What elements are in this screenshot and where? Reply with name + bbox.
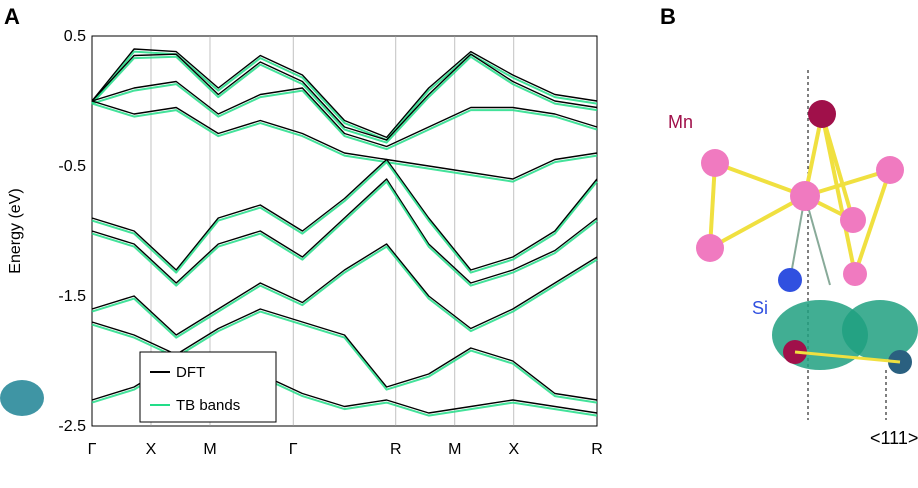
crystal-structure: Mn Si <111>: [0, 70, 918, 448]
dft-band-2: [91, 80, 598, 148]
bond: [708, 162, 717, 249]
bond: [714, 161, 806, 198]
x-tick-label: R: [390, 441, 402, 458]
x-tick-label: X: [146, 441, 157, 458]
si-atom: [696, 234, 724, 262]
tb-band-6: [91, 245, 598, 339]
bond: [709, 194, 806, 250]
tb-band-2: [91, 83, 598, 151]
band-structure-chart: 0.5 -0.5 -1.5 -2.5 Γ X M Γ R M X R Energy (eV) DFT…: [7, 28, 603, 458]
si-atom: [701, 149, 729, 177]
legend-box: [139, 351, 277, 423]
si-label: Si: [752, 298, 768, 318]
dft-band-1: [91, 53, 598, 141]
y-tick-label: -0.5: [58, 158, 86, 175]
panel-a-letter: A: [4, 4, 20, 29]
x-tick-label: R: [591, 441, 603, 458]
bond: [794, 350, 901, 364]
tb-band-4: [91, 161, 598, 274]
bond: [804, 195, 831, 286]
legend-label-dft: DFT: [176, 364, 205, 381]
tb-band-5: [91, 180, 598, 287]
si-atom: [876, 156, 904, 184]
x-tick-label: M: [448, 441, 461, 458]
orbital-lobe: [842, 300, 918, 360]
tb-band-3: [91, 102, 598, 183]
y-ticks: 0.5 -0.5 -1.5 -2.5: [58, 28, 86, 435]
dft-band-6: [91, 243, 598, 336]
x-tick-label: M: [203, 441, 216, 458]
x-tick-label: Γ: [289, 441, 298, 458]
direction-label: <111>: [870, 428, 918, 448]
x-tick-label: X: [508, 441, 519, 458]
si-atom: [790, 181, 820, 211]
orbital-lobe: [0, 380, 44, 416]
dft-band-4: [91, 158, 598, 271]
y-tick-label: -2.5: [58, 418, 86, 435]
panel-b-letter: B: [660, 4, 676, 29]
dft-band-5: [91, 178, 598, 284]
tb-band-1: [91, 55, 598, 144]
si-blue-atom: [778, 268, 802, 292]
bond: [820, 113, 857, 275]
si-atom: [840, 207, 866, 233]
legend: DFT TB bands: [139, 351, 277, 423]
dft-band-0: [91, 48, 598, 139]
legend-label-tb: TB bands: [176, 397, 240, 414]
x-tick-label: Γ: [88, 441, 97, 458]
y-tick-label: 0.5: [64, 28, 86, 45]
mn-atom: [808, 100, 836, 128]
y-tick-label: -1.5: [58, 288, 86, 305]
dft-band-3: [91, 100, 598, 180]
mn-label: Mn: [668, 112, 693, 132]
bond: [853, 169, 892, 275]
y-axis-label: Energy (eV): [7, 188, 24, 273]
si-atom: [843, 262, 867, 286]
